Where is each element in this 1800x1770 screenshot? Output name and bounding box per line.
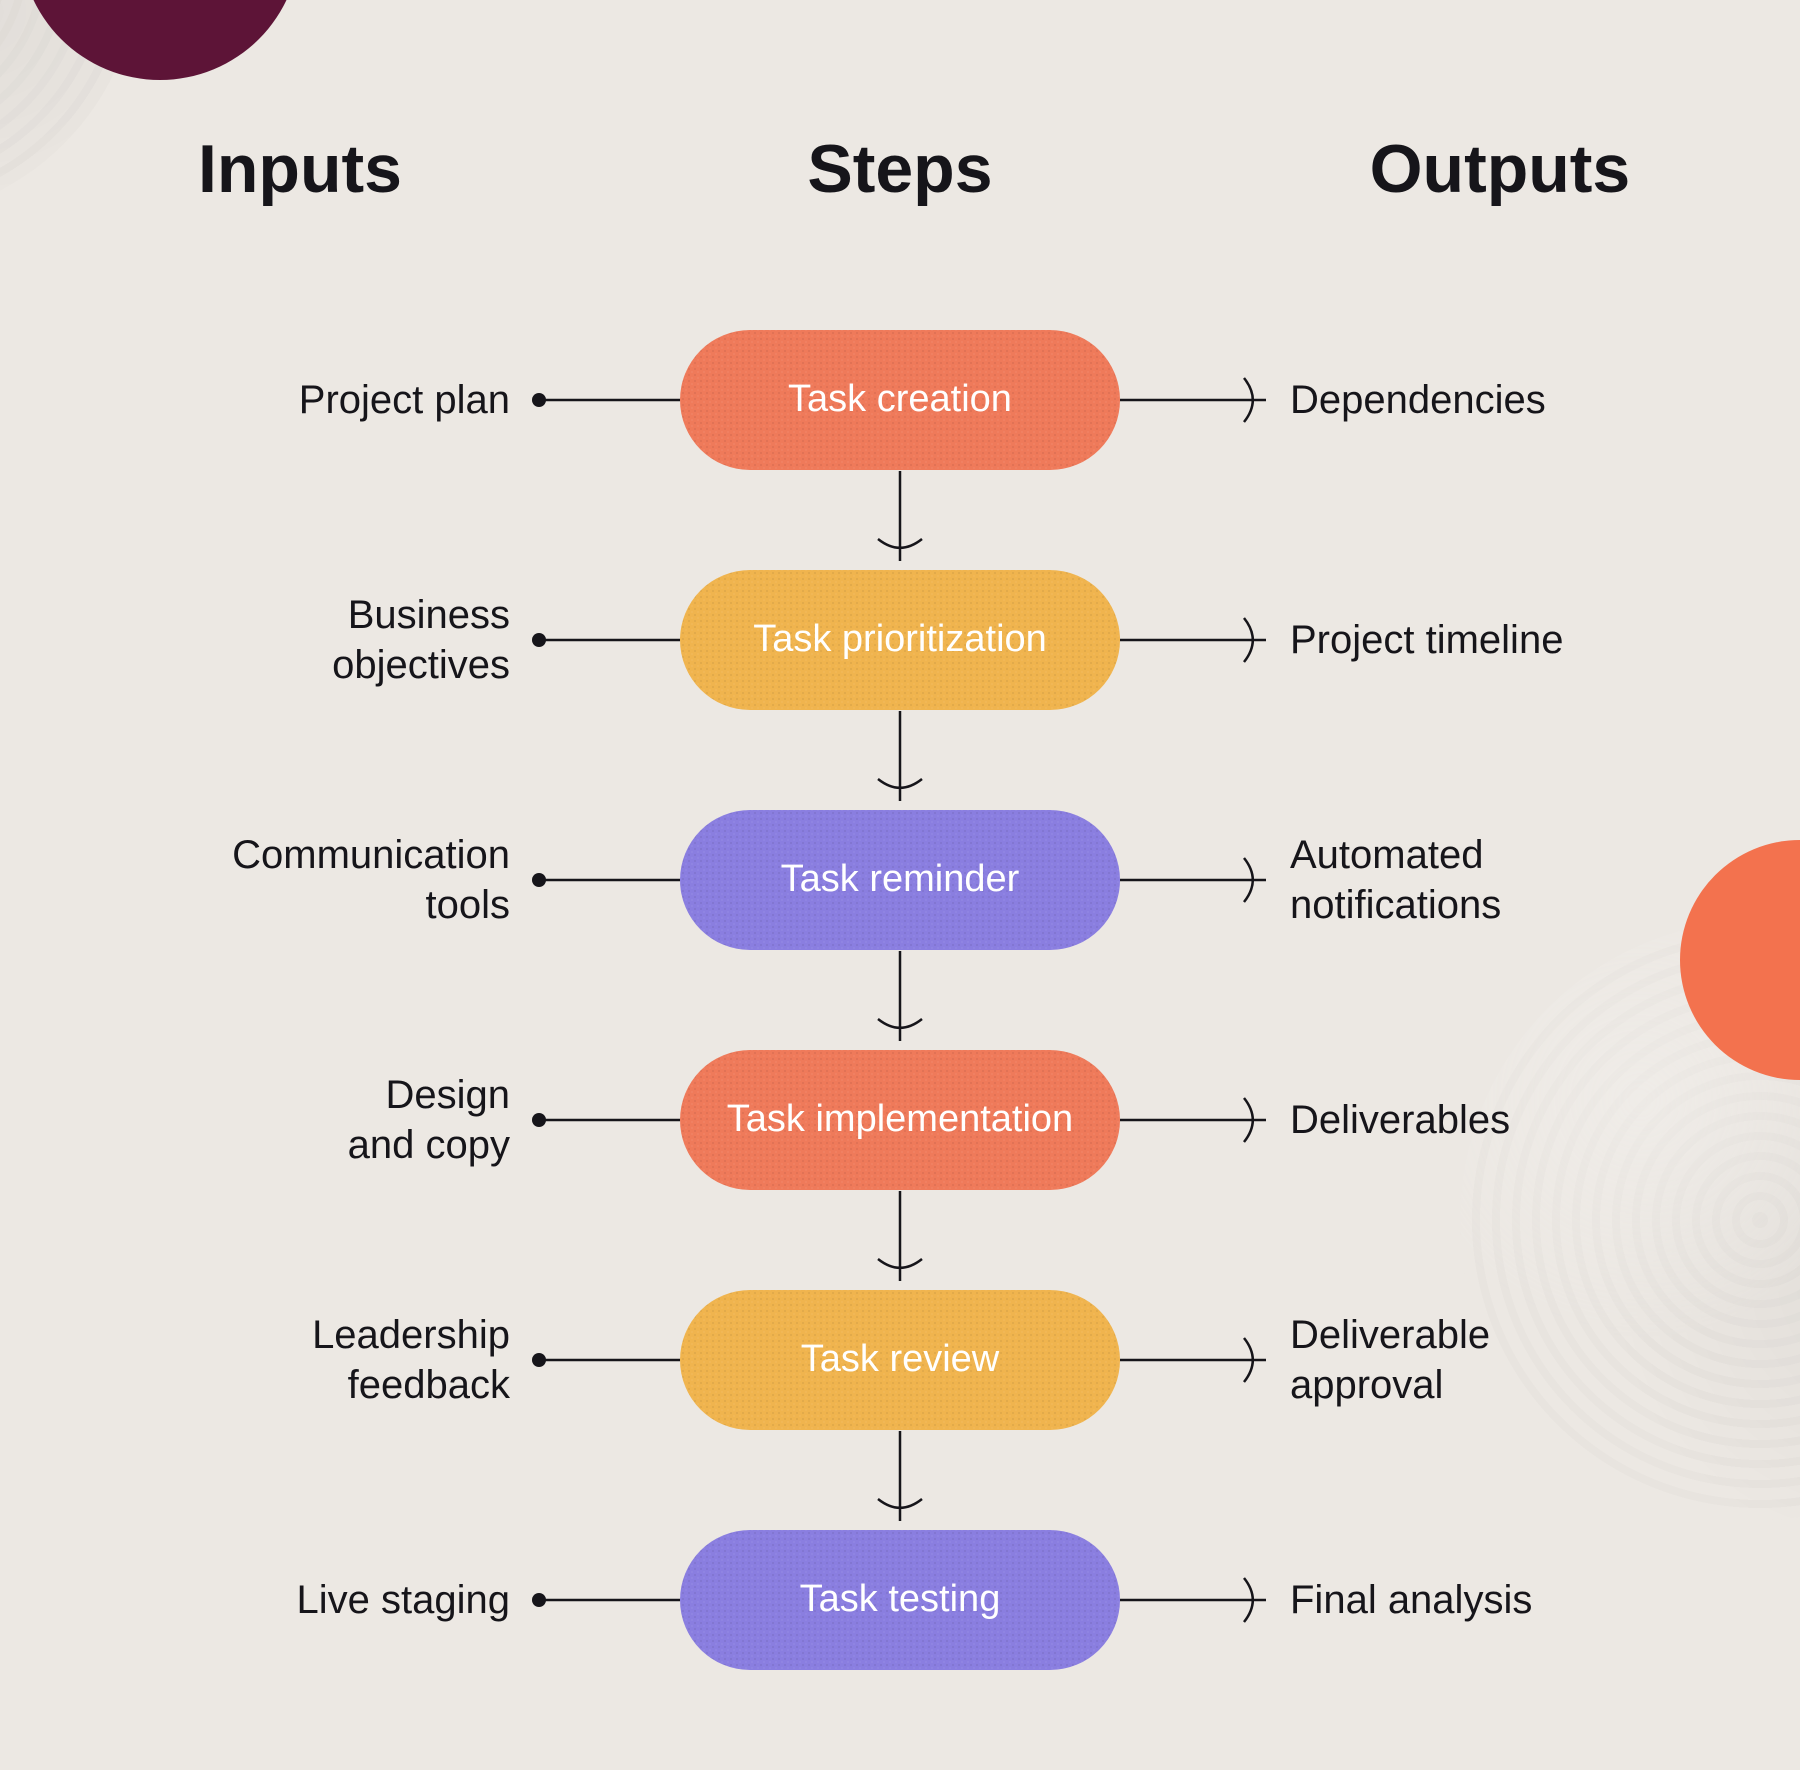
step-pill: Task reminder (680, 810, 1120, 950)
input-label: Communicationtools (0, 830, 530, 930)
step-pill: Task implementation (680, 1050, 1120, 1190)
flow-row: Project plan Task creation Dependencies (0, 330, 1800, 470)
header-steps: Steps (600, 130, 1200, 208)
flow-row: Businessobjectives Task prioritization P… (0, 570, 1800, 710)
flow-row: Designand copy Task implementation Deliv… (0, 1050, 1800, 1190)
step-cell: Task review (530, 1290, 1270, 1430)
infographic-stage: Inputs Steps Outputs Project plan Task c… (0, 0, 1800, 1770)
step-cell: Task prioritization (530, 570, 1270, 710)
flow-row: Live staging Task testing Final analysis (0, 1530, 1800, 1670)
connector-out (1120, 810, 1270, 950)
input-label: Live staging (0, 1575, 530, 1625)
header-outputs: Outputs (1200, 130, 1800, 208)
connector-down (874, 951, 926, 1054)
output-label: Final analysis (1270, 1575, 1800, 1625)
connector-out (1120, 1050, 1270, 1190)
flow-row: Leadershipfeedback Task review Deliverab… (0, 1290, 1800, 1430)
step-pill: Task prioritization (680, 570, 1120, 710)
input-label: Designand copy (0, 1070, 530, 1170)
step-cell: Task creation (530, 330, 1270, 470)
connector-in (530, 1050, 680, 1190)
step-cell: Task testing (530, 1530, 1270, 1670)
connector-in (530, 570, 680, 710)
connector-out (1120, 1530, 1270, 1670)
output-label: Dependencies (1270, 375, 1800, 425)
output-label: Project timeline (1270, 615, 1800, 665)
connector-down (874, 1191, 926, 1294)
input-label: Businessobjectives (0, 590, 530, 690)
step-pill: Task review (680, 1290, 1120, 1430)
input-label: Leadershipfeedback (0, 1310, 530, 1410)
step-cell: Task implementation (530, 1050, 1270, 1190)
connector-out (1120, 330, 1270, 470)
connector-in (530, 330, 680, 470)
connector-out (1120, 1290, 1270, 1430)
step-pill: Task testing (680, 1530, 1120, 1670)
flow-rows: Project plan Task creation Dependencies … (0, 330, 1800, 1770)
connector-out (1120, 570, 1270, 710)
flow-row: Communicationtools Task reminder Automat… (0, 810, 1800, 950)
step-pill: Task creation (680, 330, 1120, 470)
connector-in (530, 1290, 680, 1430)
output-label: Automatednotifications (1270, 830, 1800, 930)
step-cell: Task reminder (530, 810, 1270, 950)
connector-in (530, 810, 680, 950)
header-inputs: Inputs (0, 130, 600, 208)
connector-down (874, 471, 926, 574)
input-label: Project plan (0, 375, 530, 425)
output-label: Deliverableapproval (1270, 1310, 1800, 1410)
output-label: Deliverables (1270, 1095, 1800, 1145)
connector-in (530, 1530, 680, 1670)
connector-down (874, 711, 926, 814)
connector-down (874, 1431, 926, 1534)
